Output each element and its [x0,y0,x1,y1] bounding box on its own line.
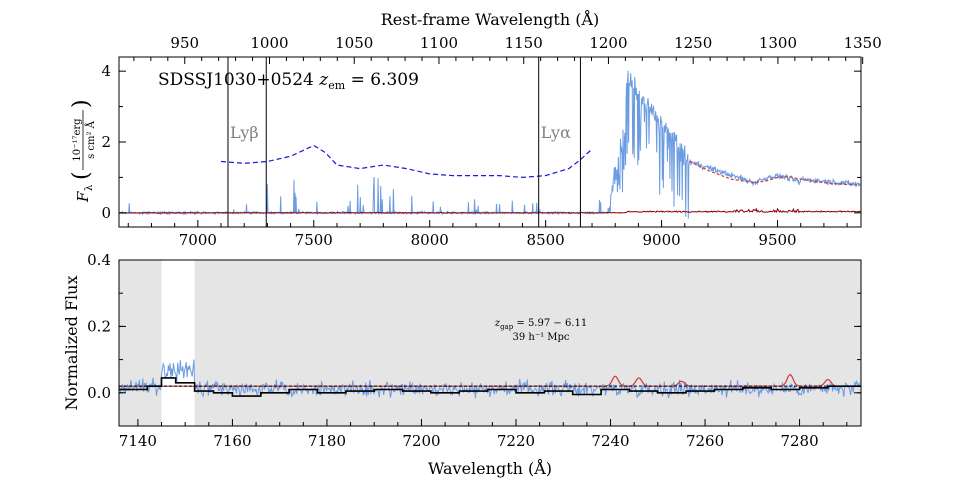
y-tick-label: 0.0 [87,384,111,402]
rest-frame-tick-label: 1300 [759,34,797,52]
top-panel: Lyβ Lyα 7000 7500 8000 8500 9000 9500 0 2 4 950 1… [69,9,882,249]
flux-paren-close: ) [69,99,94,108]
gap-shaded-region [194,260,861,426]
y-tick-label: 2 [101,133,111,151]
flux-symbol: F [74,191,92,203]
x-tick-label: 9000 [642,231,680,249]
x-tick-label: 8500 [527,231,565,249]
binned-flux-step-line [119,377,861,397]
x-tick-label: 7240 [591,432,629,450]
top-y-ticks: 0 2 4 [101,62,861,222]
flux-subscript: λ [84,184,95,191]
y-axis-label: Normalized Flux [62,276,81,411]
gap-shaded-region [119,260,162,426]
flux-paren-open: ( [69,171,94,180]
rest-frame-tick-label: 950 [170,34,199,52]
continuum-fit-line [689,160,859,186]
x-tick-label: 7140 [119,432,157,450]
rest-frame-axis-label: Rest-frame Wavelength (Å) [381,9,600,29]
lyman-series-label: Lyα [541,123,571,142]
rest-frame-tick-label: 1250 [674,34,712,52]
observed-flux-line [119,70,861,219]
y-tick-label: 0.2 [87,317,111,335]
noise-spectrum-line [119,207,861,214]
x-tick-label: 7000 [179,231,217,249]
bottom-panel: 7140 7160 7180 7200 7220 7240 7260 7280 0.00.20… [62,251,862,478]
x-tick-label: 7200 [402,432,440,450]
rest-frame-ticks: 950 1000 1050 1100 1150 1200 1250 1300 1350 [133,34,882,64]
rest-frame-tick-label: 1200 [589,34,627,52]
x-tick-label: 7280 [780,432,818,450]
x-tick-label: 7220 [497,432,535,450]
rest-frame-tick-label: 1350 [844,34,882,52]
y-tick-label: 4 [101,62,111,80]
predicted-continuum-dashed-line [220,144,593,179]
x-tick-label: 7260 [686,432,724,450]
flux-unit-denominator: s cm² Å [85,120,97,159]
x-axis-label: Wavelength (Å) [428,458,552,478]
rest-frame-tick-label: 1150 [505,34,543,52]
flux-axis-label: F λ ( 10⁻¹⁷erg s cm² Å ) [69,99,97,203]
rest-frame-tick-label: 1100 [420,34,458,52]
y-tick-label: 0.4 [87,251,111,269]
rest-frame-tick-label: 1000 [250,34,288,52]
gap-length-label: 39 h⁻¹ Mpc [512,332,569,343]
top-x-ticks: 7000 7500 8000 8500 9000 9500 [127,220,848,249]
gap-redshift-label: zgap = 5.97 − 6.11 [494,318,587,331]
x-tick-label: 7500 [295,231,333,249]
top-panel-data: Lyβ Lyα [119,57,861,227]
bottom-x-ticks: 7140 7160 7180 7200 7220 7240 7260 7280 [119,419,848,450]
x-tick-label: 9500 [758,231,796,249]
y-tick-label: 0 [101,204,111,222]
object-label: SDSSJ1030+0524 zem = 6.309 [158,70,419,92]
rest-frame-tick-label: 1050 [335,34,373,52]
x-tick-label: 8000 [411,231,449,249]
bottom-panel-data [119,260,861,426]
flux-unit-numerator: 10⁻¹⁷erg [72,118,83,162]
x-tick-label: 7160 [213,432,251,450]
bottom-panel-frame [118,259,862,427]
lyman-series-label: Lyβ [230,123,259,142]
x-tick-label: 7180 [308,432,346,450]
bottom-y-ticks: 0.0 0.2 0.4 [87,251,861,427]
normalized-flux-line [119,359,861,399]
